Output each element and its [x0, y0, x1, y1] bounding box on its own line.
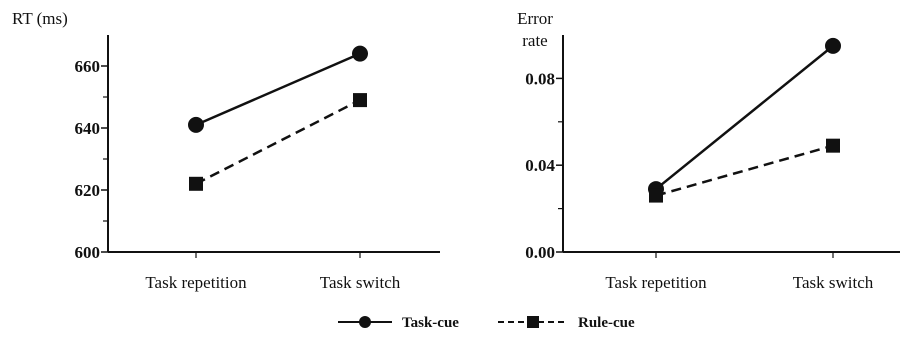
data-point-rule-cue — [649, 188, 663, 203]
data-point-task-cue — [188, 116, 204, 133]
y-tick-label: 640 — [75, 119, 101, 138]
data-point-rule-cue — [189, 176, 203, 191]
legend: Task-cue Rule-cue — [338, 315, 635, 331]
chart-panel-1: 600 620 640 660 Task repetition Task switch RT… — [12, 9, 440, 292]
legend-marker-task-cue — [359, 316, 371, 328]
x-tick-label: Task switch — [793, 273, 874, 292]
x-tick-label: Task repetition — [145, 273, 247, 292]
series-line-rule-cue — [195, 98, 361, 185]
series-line-task-cue — [195, 52, 361, 127]
series-line-task-cue — [655, 44, 834, 191]
y-tick-label: 600 — [75, 243, 101, 262]
y-tick-label: 660 — [75, 57, 101, 76]
x-tick-label: Task switch — [320, 273, 401, 292]
y-tick-label: 0.04 — [525, 156, 555, 175]
data-point-task-cue — [825, 37, 841, 54]
y-tick-label: 620 — [75, 181, 101, 200]
y-axis-title-line: rate — [522, 31, 547, 50]
data-point-rule-cue — [826, 138, 840, 153]
legend-label-task-cue: Task-cue — [402, 315, 459, 331]
data-point-rule-cue — [353, 93, 367, 108]
y-axis-title-line: Error — [517, 9, 553, 28]
legend-marker-rule-cue — [527, 316, 539, 328]
data-point-task-cue — [352, 45, 368, 62]
series-line-rule-cue — [655, 144, 834, 197]
legend-label-rule-cue: Rule-cue — [578, 315, 635, 331]
x-tick-label: Task repetition — [605, 273, 707, 292]
y-axis-title: RT (ms) — [12, 9, 68, 28]
chart-panel-2: 0.00 0.04 0.08 Task repetition Task switch Er… — [517, 9, 900, 292]
y-tick-label: 0.08 — [525, 69, 555, 88]
y-tick-label: 0.00 — [525, 243, 555, 262]
